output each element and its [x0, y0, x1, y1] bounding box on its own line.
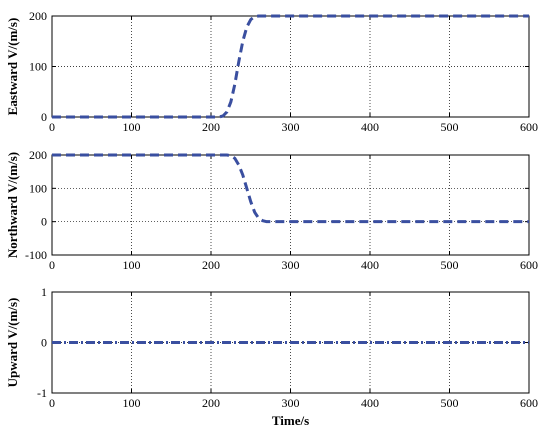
eastward-ylabel: Eastward V/(m/s)	[5, 18, 20, 116]
northward-ytick-label-2: 100	[29, 181, 47, 195]
northward-xtick-label-2: 200	[202, 258, 220, 272]
northward-xtick-label-1: 100	[123, 258, 141, 272]
northward-ytick-label-0: -100	[25, 248, 47, 262]
upward-xlabel: Time/s	[272, 413, 309, 428]
upward-ytick-label-0: -1	[37, 386, 47, 400]
northward-panel: 0 100 200 300 400 500 600-1000100200Northward …	[5, 148, 538, 272]
upward-xtick-label-4: 400	[361, 396, 379, 410]
upward-xtick-label-5: 500	[441, 396, 459, 410]
northward-xtick-label-5: 500	[441, 258, 459, 272]
northward-xtick-label-6: 600	[520, 258, 538, 272]
upward-ylabel: Upward V/(m/s)	[5, 298, 20, 388]
northward-ylabel: Northward V/(m/s)	[5, 152, 20, 258]
eastward-xtick-label-4: 400	[361, 120, 379, 134]
upward-ytick-label-2: 1	[41, 285, 47, 299]
upward-xtick-label-1: 100	[123, 396, 141, 410]
upward-ytick-label-1: 0	[41, 336, 47, 350]
eastward-xtick-label-5: 500	[441, 120, 459, 134]
northward-ytick-label-3: 200	[29, 148, 47, 162]
upward-xtick-label-3: 300	[282, 396, 300, 410]
northward-xtick-label-0: 0	[49, 258, 55, 272]
upward-xtick-label-0: 0	[49, 396, 55, 410]
upward-xtick-label-6: 600	[520, 396, 538, 410]
eastward-xtick-label-3: 300	[282, 120, 300, 134]
northward-ytick-label-1: 0	[41, 215, 47, 229]
northward-series-line-0	[52, 153, 529, 224]
eastward-ytick-label-2: 200	[29, 9, 47, 23]
eastward-panel: 0 100 200 300 400 500 600 0 100 200 Eastward V/(m/…	[5, 9, 538, 134]
eastward-ytick-label-1: 100	[29, 60, 47, 74]
eastward-ytick-label-0: 0	[41, 110, 47, 124]
upward-xtick-label-2: 200	[202, 396, 220, 410]
northward-xtick-label-4: 400	[361, 258, 379, 272]
eastward-xtick-label-2: 200	[202, 120, 220, 134]
eastward-series-line-0	[52, 14, 529, 119]
northward-xtick-label-3: 300	[282, 258, 300, 272]
eastward-xtick-label-6: 600	[520, 120, 538, 134]
eastward-xtick-label-1: 100	[123, 120, 141, 134]
eastward-xtick-label-0: 0	[49, 120, 55, 134]
